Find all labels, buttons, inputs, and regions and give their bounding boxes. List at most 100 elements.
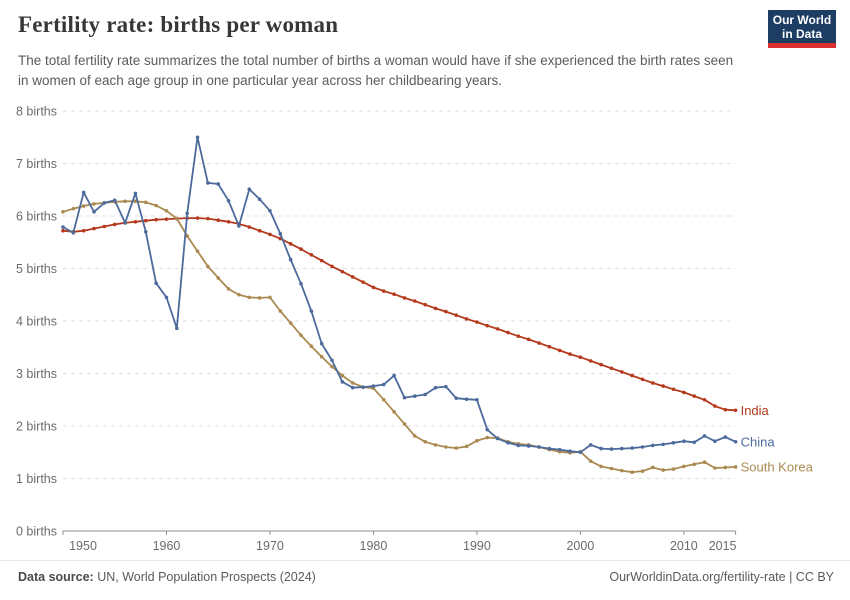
series-marker-south-korea bbox=[206, 264, 210, 269]
series-marker-south-korea bbox=[682, 464, 686, 469]
series-marker-china bbox=[350, 385, 355, 390]
series-marker-china bbox=[309, 309, 314, 313]
series-marker-china bbox=[371, 384, 376, 388]
footer-divider bbox=[0, 560, 850, 561]
series-marker-south-korea bbox=[340, 373, 345, 378]
y-axis-label: 3 births bbox=[16, 367, 57, 381]
series-marker-south-korea bbox=[423, 439, 427, 444]
series-marker-india bbox=[568, 352, 572, 356]
series-marker-south-korea bbox=[154, 203, 158, 208]
series-marker-china bbox=[640, 445, 645, 449]
series-marker-china bbox=[81, 190, 86, 195]
series-marker-india bbox=[268, 232, 272, 237]
entity-label-india[interactable]: India bbox=[741, 403, 770, 418]
series-marker-india bbox=[661, 384, 665, 388]
series-marker-south-korea bbox=[226, 287, 231, 291]
series-marker-china bbox=[516, 443, 521, 448]
series-marker-south-korea bbox=[81, 204, 86, 208]
series-marker-india bbox=[433, 306, 438, 311]
series-marker-china bbox=[671, 441, 676, 445]
series-marker-china bbox=[237, 224, 241, 228]
series-marker-india bbox=[599, 362, 603, 367]
series-marker-china bbox=[475, 397, 479, 402]
footer-source-text: UN, World Population Prospects (2024) bbox=[93, 570, 316, 584]
series-marker-south-korea bbox=[175, 216, 179, 221]
series-marker-south-korea bbox=[350, 381, 355, 385]
series-marker-china bbox=[526, 444, 531, 448]
series-marker-china bbox=[154, 281, 158, 286]
series-marker-china bbox=[299, 281, 303, 286]
series-marker-china bbox=[123, 221, 127, 225]
series-marker-south-korea bbox=[288, 321, 293, 325]
series-marker-india bbox=[609, 366, 614, 371]
series-marker-china bbox=[506, 441, 510, 445]
series-marker-india bbox=[143, 218, 148, 223]
series-marker-south-korea bbox=[195, 249, 200, 253]
series-marker-india bbox=[195, 216, 200, 220]
series-marker-india bbox=[164, 217, 169, 221]
y-axis-label: 7 births bbox=[16, 157, 57, 171]
series-marker-india bbox=[309, 253, 314, 257]
footer-link[interactable]: OurWorldinData.org/fertility-rate bbox=[609, 570, 786, 584]
series-marker-india bbox=[733, 408, 738, 413]
entity-label-china[interactable]: China bbox=[741, 434, 776, 449]
series-marker-china bbox=[682, 439, 686, 444]
series-marker-south-korea bbox=[444, 445, 448, 449]
series-marker-india bbox=[247, 225, 252, 229]
series-marker-south-korea bbox=[671, 467, 676, 471]
series-marker-india bbox=[423, 302, 427, 307]
x-axis-label: 1980 bbox=[360, 539, 388, 553]
series-marker-india bbox=[588, 359, 593, 363]
series-marker-india bbox=[257, 228, 262, 233]
series-marker-south-korea bbox=[268, 295, 272, 300]
entity-label-south-korea[interactable]: South Korea bbox=[741, 459, 814, 474]
series-marker-china bbox=[557, 447, 562, 452]
x-axis-label: 2000 bbox=[566, 539, 594, 553]
series-marker-south-korea bbox=[588, 459, 593, 463]
y-axis-label: 8 births bbox=[16, 105, 57, 119]
series-marker-south-korea bbox=[330, 364, 334, 369]
series-marker-india bbox=[640, 377, 645, 382]
owid-logo-line2: in Data bbox=[781, 26, 822, 41]
series-marker-south-korea bbox=[733, 465, 738, 469]
y-axis-label: 1 births bbox=[16, 472, 57, 486]
series-marker-china bbox=[609, 447, 614, 451]
series-marker-india bbox=[402, 296, 407, 300]
series-marker-china bbox=[413, 394, 417, 398]
series-marker-south-korea bbox=[299, 333, 303, 337]
y-axis-label: 5 births bbox=[16, 262, 57, 276]
series-marker-china bbox=[723, 435, 728, 439]
series-line-south-korea bbox=[62, 200, 736, 474]
series-marker-india bbox=[454, 313, 459, 318]
series-marker-china bbox=[692, 440, 697, 445]
series-marker-india bbox=[92, 226, 96, 231]
series-marker-india bbox=[495, 327, 500, 331]
series-marker-china bbox=[588, 443, 593, 447]
series-marker-south-korea bbox=[164, 208, 169, 213]
series-marker-india bbox=[413, 299, 417, 303]
series-marker-india bbox=[619, 370, 624, 374]
series-marker-south-korea bbox=[475, 438, 479, 443]
series-marker-china bbox=[61, 225, 65, 229]
series-marker-india bbox=[537, 341, 541, 345]
series-marker-india bbox=[381, 289, 386, 293]
owid-logo[interactable]: Our World in Data bbox=[768, 10, 836, 48]
series-marker-south-korea bbox=[216, 276, 221, 280]
footer-license: | CC BY bbox=[785, 570, 834, 584]
series-marker-china bbox=[578, 450, 583, 455]
series-marker-china bbox=[444, 384, 448, 389]
series-marker-china bbox=[713, 439, 717, 444]
series-marker-south-korea bbox=[692, 462, 697, 467]
x-axis-label: 1990 bbox=[463, 539, 491, 553]
series-marker-china bbox=[175, 326, 179, 331]
series-marker-south-korea bbox=[713, 466, 717, 470]
footer-credits: OurWorldinData.org/fertility-rate | CC B… bbox=[609, 570, 834, 584]
series-marker-south-korea bbox=[454, 446, 459, 450]
series-marker-india bbox=[475, 320, 479, 324]
series-marker-south-korea bbox=[661, 468, 665, 472]
series-marker-china bbox=[92, 210, 96, 214]
series-marker-south-korea bbox=[309, 344, 314, 349]
series-marker-south-korea bbox=[485, 435, 490, 440]
series-marker-china bbox=[164, 295, 169, 300]
series-marker-south-korea bbox=[123, 199, 127, 204]
